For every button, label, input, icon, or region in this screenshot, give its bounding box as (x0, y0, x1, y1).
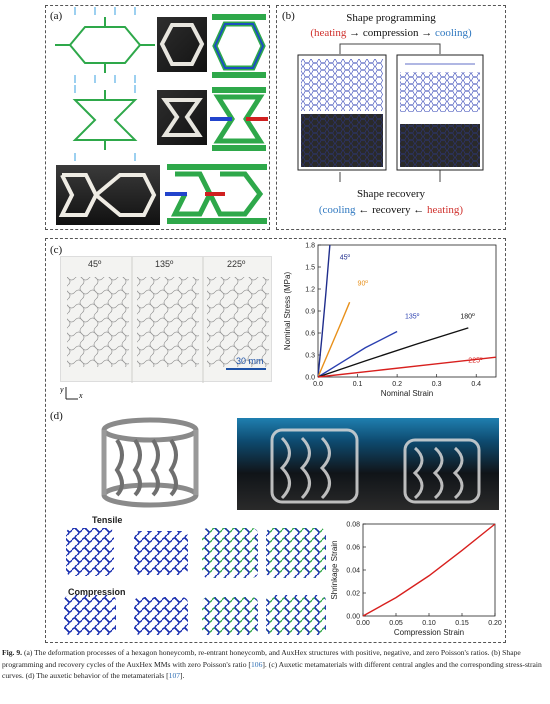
figure-caption: Fig. 9. (a) The deformation processes of… (2, 647, 548, 682)
y-tick-label: 0.06 (346, 545, 360, 552)
series-line (317, 301, 351, 378)
cylinder-render (101, 417, 199, 508)
xy-axes-glyph: y x (60, 385, 83, 400)
hexagon-fem (210, 12, 268, 80)
auxhex-fem (165, 160, 270, 228)
y-tick-label: 0.3 (305, 353, 315, 360)
y-tick-label: 1.8 (305, 243, 315, 250)
y-tick-label: 0.6 (305, 331, 315, 338)
series-line (317, 356, 497, 378)
step-heating: (heating (310, 27, 347, 39)
y-tick-label: 1.2 (305, 287, 315, 294)
series-label: 45º (340, 255, 351, 262)
x-tick-label: 0.2 (392, 381, 402, 388)
caption-text-3: ]. (180, 671, 185, 680)
x-axis-label: Nominal Strain (381, 389, 433, 398)
panel-a-frame (45, 5, 270, 230)
x-axis-label: Compression Strain (394, 628, 464, 637)
y-tick-label: 0.9 (305, 309, 315, 316)
step-cooling-recovery: (cooling (318, 204, 356, 216)
x-tick-label: 0.1 (353, 381, 363, 388)
step-recovery: recovery (372, 204, 411, 216)
x-tick-label: 0.00 (356, 620, 370, 627)
series-line (317, 327, 469, 378)
series-line (362, 523, 496, 617)
compression-label: Compression (68, 587, 126, 597)
cylinder-compression-photo (237, 418, 499, 510)
axis-y-letter: y (60, 385, 64, 394)
caption-ref-2[interactable]: 107 (168, 671, 181, 680)
panel-cd-frame (45, 238, 506, 643)
programming-cycle-diagram (297, 43, 484, 182)
fem-contour-renders (64, 528, 326, 635)
reentrant-photo (157, 90, 207, 145)
x-tick-label: 0.0 (313, 381, 323, 388)
shape-programming-steps: (heating → compression → cooling) (310, 27, 472, 39)
shrinkage-strain-chart: 0.00 0.05 0.10 0.15 0.20 0.00 0.02 0.04 0.06 0.08… (330, 522, 502, 638)
step-cooling: cooling) (434, 27, 472, 39)
y-tick-label: 0.00 (346, 614, 360, 621)
x-tick-label: 0.05 (389, 620, 403, 627)
series-label: 90º (358, 280, 369, 287)
caption-text-2: ]. (c) Auxetic metamaterials with differ… (2, 659, 542, 681)
series-line (317, 244, 331, 378)
photo-angle-225: 225º (227, 259, 246, 269)
series-label: 135º (405, 313, 420, 320)
photo-angle-45: 45º (88, 259, 102, 269)
scale-bar-label: 30 mm (236, 356, 264, 366)
metamaterial-photo (60, 256, 272, 383)
tensile-label: Tensile (92, 515, 123, 525)
panel-b-label: (b) (282, 10, 295, 22)
caption-text-1: (a) The deformation processes of a hexag… (2, 648, 521, 669)
x-tick-label: 0.3 (432, 381, 442, 388)
shape-recovery-title: Shape recovery (356, 188, 426, 200)
stress-strain-chart: 0.0 0.1 0.2 0.3 0.4 0.0 0.3 0.6 0.9 1.2 1.5 1.8 Nomi… (283, 243, 497, 398)
caption-ref-1[interactable]: 106 (250, 659, 263, 669)
photo-angle-135: 135º (155, 259, 174, 269)
caption-fig-number: Fig. 9. (2, 648, 23, 657)
panel-b-frame (276, 5, 506, 230)
reentrant-fem (210, 85, 268, 153)
x-tick-label: 0.10 (422, 620, 436, 627)
axis-x-letter: x (78, 391, 83, 400)
panel-a-label: (a) (50, 10, 63, 22)
shape-programming-title: Shape programming (346, 12, 436, 24)
auxhex-photo (56, 165, 160, 225)
x-tick-label: 0.15 (455, 620, 469, 627)
panel-d-label: (d) (50, 410, 63, 422)
series-label: 180º (460, 313, 475, 320)
x-tick-label: 0.20 (488, 620, 502, 627)
series-label: 225º (468, 357, 483, 364)
hexagon-schematics (55, 7, 155, 161)
step-heating-recovery: heating) (427, 204, 464, 216)
y-axis-label: Shrinkage Strain (330, 540, 339, 599)
hexagon-photo (157, 17, 207, 72)
shape-recovery-steps: (cooling ← recovery ← heating) (318, 204, 464, 216)
panel-c-label: (c) (50, 244, 63, 256)
step-compression: compression (362, 27, 419, 39)
y-axis-label: Nominal Stress (MPa) (283, 272, 292, 351)
y-tick-label: 0.0 (305, 375, 315, 382)
y-tick-label: 0.02 (346, 591, 360, 598)
x-tick-label: 0.4 (471, 381, 481, 388)
plot-frame (362, 523, 496, 617)
y-tick-label: 0.04 (346, 568, 360, 575)
y-tick-label: 1.5 (305, 265, 315, 272)
series-line (317, 330, 398, 378)
y-tick-label: 0.08 (346, 522, 360, 529)
